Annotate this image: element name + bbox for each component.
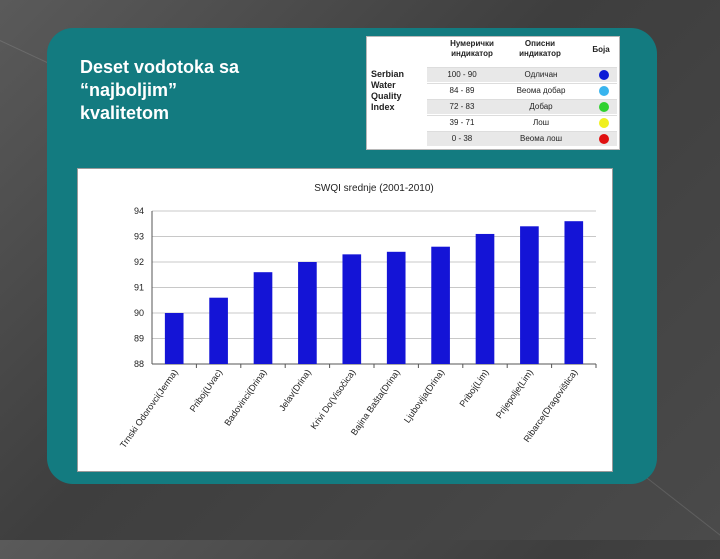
x-tick-label: Jelav(Drina): [277, 367, 313, 412]
y-tick-label: 94: [134, 206, 144, 216]
y-tick-label: 88: [134, 359, 144, 369]
color-dot: [599, 102, 609, 112]
index-description: Одличан: [524, 70, 558, 79]
index-description: Веома добар: [516, 86, 566, 95]
color-header: Боја: [592, 45, 610, 54]
bar: [431, 246, 450, 364]
x-tick-label: Trnski Odorovci(Jerma): [118, 367, 180, 449]
color-dot: [599, 70, 609, 80]
descriptive-indicator-header: Описни индикатор: [519, 39, 561, 58]
index-row: 72 - 83 Добар: [427, 99, 617, 114]
x-tick-label: Krivi Do(Visočica): [309, 367, 358, 431]
y-tick-label: 91: [134, 283, 144, 293]
x-tick-label: Bajina Bašta(Drina): [349, 367, 402, 437]
bar: [342, 254, 362, 364]
y-tick-label: 93: [134, 232, 144, 242]
index-description: Веома лош: [519, 134, 563, 143]
x-tick-label: Prijepolje(Lim): [494, 367, 535, 420]
bar: [520, 226, 539, 364]
index-row: 0 - 38 Веома лош: [427, 131, 617, 146]
x-tick-label: Priboj(Lim): [457, 367, 490, 408]
index-row: 84 - 89 Веома добар: [427, 83, 617, 98]
numeric-indicator-header: Нумерички индикатор: [450, 39, 494, 58]
index-row: 39 - 71 Лош: [427, 115, 617, 130]
x-tick-label: Badovinci(Drina): [222, 367, 268, 427]
chart-title: SWQI srednje (2001-2010): [314, 183, 434, 194]
y-tick-label: 89: [134, 334, 144, 344]
index-description: Лош: [532, 118, 550, 127]
color-dot: [599, 134, 609, 144]
bar: [164, 313, 184, 364]
y-tick-label: 92: [134, 257, 144, 267]
y-tick-label: 90: [134, 308, 144, 318]
color-dot: [599, 86, 609, 96]
bar: [564, 221, 584, 364]
bar-chart: SWQI srednje (2001-2010) 88 89 90 91 92 93 94 Tr…: [118, 183, 597, 450]
index-range: 39 - 71: [449, 118, 475, 127]
x-tick-label: Priboj(Uvac): [188, 367, 225, 413]
index-table-label: Serbian Water Quality Index: [371, 69, 405, 112]
bar: [253, 272, 273, 364]
index-description: Добар: [529, 102, 553, 111]
bar: [298, 262, 317, 364]
water-quality-index-table: Serbian Water Quality Index Нумерички ин…: [366, 36, 620, 150]
bar: [475, 233, 495, 364]
index-range: 84 - 89: [449, 86, 475, 95]
chart-container: SWQI srednje (2001-2010) 88 89 90 91 92 93 94 Tr…: [77, 168, 613, 472]
index-range: 72 - 83: [449, 102, 475, 111]
index-row: 100 - 90 Одличан: [427, 67, 617, 82]
color-dot: [599, 118, 609, 128]
index-range: 100 - 90: [447, 70, 477, 79]
x-tick-label: Ljubovija(Drina): [402, 367, 446, 424]
index-range: 0 - 38: [451, 134, 473, 143]
bar: [209, 297, 228, 364]
bar: [386, 251, 406, 364]
slide-title: Deset vodotoka sa “najboljim” kvalitetom: [80, 57, 240, 123]
